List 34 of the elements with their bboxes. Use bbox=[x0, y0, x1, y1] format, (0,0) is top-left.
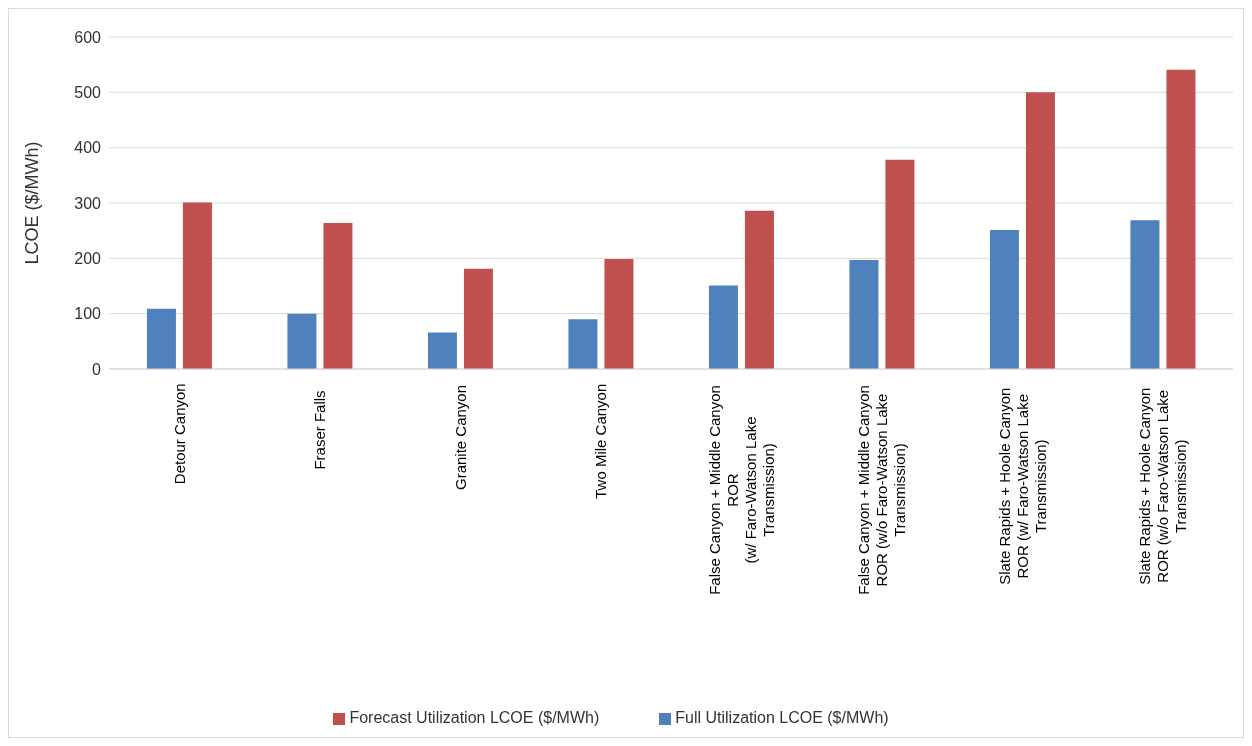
bar bbox=[323, 222, 353, 369]
x-tick-label: Two Mile Canyon bbox=[592, 383, 609, 499]
x-tick-label: False Canyon + Middle Canyon ROR (w/o Faro-Watson Lake Transmission) bbox=[855, 385, 908, 595]
bar bbox=[744, 210, 774, 369]
bar bbox=[1166, 69, 1196, 369]
x-tick-label: False Canyon + Middle Canyon ROR (w/ Faro-Watson Lake Transmission) bbox=[705, 385, 777, 595]
x-tick-label: Slate Rapids + Hoole Canyon ROR (w/o Faro-Watson Lake Transmission) bbox=[1136, 387, 1189, 585]
y-tick-label: 600 bbox=[74, 28, 102, 46]
y-axis-title: LCOE ($/MWh) bbox=[22, 141, 43, 265]
legend-label: Forecast Utilization LCOE ($/MWh) bbox=[349, 709, 600, 726]
bar bbox=[1130, 220, 1160, 369]
y-tick-label: 400 bbox=[74, 139, 102, 157]
bar bbox=[146, 308, 176, 369]
x-tick-label: Slate Rapids + Hoole Canyon ROR (w/ Faro-Watson Lake Transmission) bbox=[995, 387, 1049, 585]
bar bbox=[849, 259, 879, 369]
bar bbox=[604, 258, 634, 369]
y-tick-label: 200 bbox=[74, 250, 102, 268]
x-tick-label: Granite Canyon bbox=[451, 384, 469, 491]
legend-label: Full Utilization LCOE ($/MWh) bbox=[675, 709, 889, 726]
y-tick-label: 0 bbox=[92, 360, 102, 378]
x-tick-label: Detour Canyon bbox=[170, 383, 188, 485]
bar bbox=[885, 159, 915, 369]
y-tick-label: 300 bbox=[74, 194, 102, 212]
bar bbox=[989, 230, 1019, 369]
bar bbox=[427, 332, 457, 369]
bar bbox=[708, 285, 738, 369]
y-tick-label: 500 bbox=[74, 84, 102, 102]
bar bbox=[182, 202, 212, 369]
bar bbox=[568, 319, 598, 369]
bar bbox=[287, 313, 317, 369]
bar bbox=[1025, 92, 1055, 369]
bar bbox=[463, 268, 493, 369]
y-tick-label: 100 bbox=[74, 305, 102, 323]
x-tick-label: Fraser Falls bbox=[311, 390, 328, 470]
